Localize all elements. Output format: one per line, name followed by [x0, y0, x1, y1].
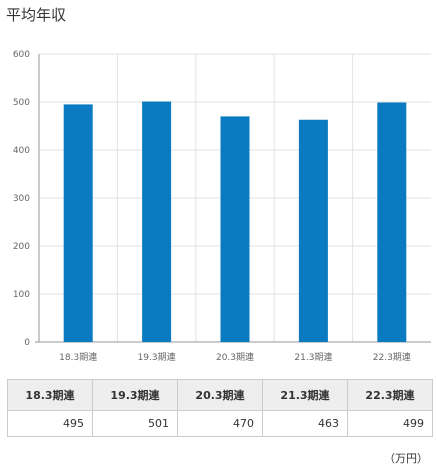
bar [220, 116, 250, 343]
y-tick-label: 0 [24, 338, 30, 348]
table-cell: 495 [7, 410, 93, 437]
table-row: 495 501 470 463 499 [7, 410, 433, 437]
x-tick-label: 18.3期連 [59, 351, 97, 363]
bar [142, 101, 172, 343]
table-header-cell: 22.3期連 [347, 379, 433, 411]
x-tick-label: 22.3期連 [373, 351, 411, 363]
y-tick-label: 100 [13, 290, 30, 300]
unit-label: （万円） [384, 452, 428, 465]
y-tick-label: 400 [13, 146, 30, 156]
x-tick-label: 19.3期連 [138, 351, 176, 363]
table-header-row: 18.3期連 19.3期連 20.3期連 21.3期連 22.3期連 [7, 379, 433, 411]
table-cell: 470 [177, 410, 263, 437]
y-tick-label: 200 [13, 242, 30, 252]
table-cell: 463 [262, 410, 348, 437]
x-tick-label: 21.3期連 [294, 351, 332, 363]
data-table: 18.3期連 19.3期連 20.3期連 21.3期連 22.3期連 495 5… [7, 379, 433, 437]
table-header-cell: 21.3期連 [262, 379, 348, 411]
table-cell: 499 [347, 410, 433, 437]
table-header-cell: 20.3期連 [177, 379, 263, 411]
table-header-cell: 18.3期連 [7, 379, 93, 411]
table-cell: 501 [92, 410, 178, 437]
table-header-cell: 19.3期連 [92, 379, 178, 411]
bar [377, 102, 407, 342]
chart-title: 平均年収 [6, 6, 67, 24]
y-tick-label: 300 [13, 194, 30, 204]
bar-chart: 0 100 200 300 400 500 600 18.3期連 19.3期連 20.3期連 21.… [13, 50, 431, 363]
y-tick-label: 500 [13, 98, 30, 108]
bar [63, 104, 93, 343]
y-tick-label: 600 [13, 50, 30, 60]
x-tick-label: 20.3期連 [216, 351, 254, 363]
bar [298, 119, 328, 342]
